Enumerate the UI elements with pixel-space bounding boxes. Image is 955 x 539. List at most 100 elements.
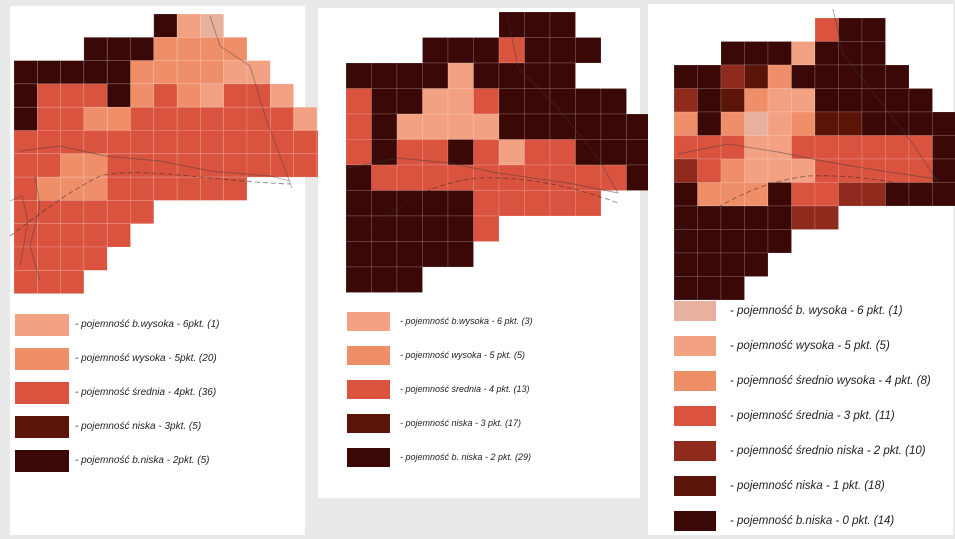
- map-cell: [674, 230, 698, 254]
- map-cell: [14, 84, 37, 107]
- map-cell: [815, 112, 839, 136]
- map-cell: [107, 61, 130, 84]
- map-cell: [474, 191, 500, 217]
- map-cell: [839, 183, 863, 207]
- map-cell: [107, 37, 130, 60]
- map-cell: [397, 216, 423, 242]
- map-cell: [397, 114, 423, 140]
- map-cell: [131, 200, 154, 223]
- legend-label: - pojemność wysoka - 5pkt. (20): [75, 348, 217, 370]
- legend-label: - pojemność b. wysoka - 6 pkt. (1): [730, 301, 903, 321]
- map-cell: [721, 277, 745, 301]
- map-cell: [674, 253, 698, 277]
- map-cell: [448, 191, 474, 217]
- map-cell: [423, 216, 449, 242]
- map-cell: [224, 107, 247, 130]
- map-cell: [474, 114, 500, 140]
- map-cell: [270, 84, 293, 107]
- map-cell: [601, 114, 627, 140]
- map-cell: [768, 89, 792, 113]
- legend-swatch: [15, 382, 69, 404]
- grid-map-right: [648, 4, 953, 294]
- map-cell: [346, 63, 372, 89]
- map-cell: [550, 89, 576, 115]
- map-cell: [674, 206, 698, 230]
- map-cell: [499, 114, 525, 140]
- legend-item: - pojemność wysoka - 5 pkt. (5): [648, 336, 953, 364]
- map-cell: [886, 89, 910, 113]
- map-cell: [499, 191, 525, 217]
- legend-swatch: [674, 476, 716, 496]
- map-cell: [346, 191, 372, 217]
- map-cell: [525, 89, 551, 115]
- map-cell: [270, 131, 293, 154]
- map-cell: [372, 216, 398, 242]
- map-cell: [247, 154, 270, 177]
- map-cell: [550, 38, 576, 64]
- map-cell: [131, 131, 154, 154]
- legend-swatch: [674, 511, 716, 531]
- legend-swatch: [15, 450, 69, 472]
- legend-item: - pojemność wysoka - 5 pkt. (5): [318, 346, 640, 374]
- map-cell: [37, 61, 60, 84]
- map-cell: [601, 165, 627, 191]
- map-cell: [933, 183, 955, 207]
- legend-item: - pojemność b. wysoka - 6 pkt. (1): [648, 301, 953, 329]
- map-cell: [792, 42, 816, 66]
- map-cell: [576, 114, 602, 140]
- grid-map-left: [10, 6, 305, 296]
- legend-item: - pojemność średnia - 4pkt. (36): [10, 382, 305, 410]
- map-cell: [721, 159, 745, 183]
- map-cell: [423, 114, 449, 140]
- map-cell: [294, 107, 317, 130]
- map-cell: [423, 191, 449, 217]
- map-cell: [499, 89, 525, 115]
- map-cell: [721, 183, 745, 207]
- map-cell: [14, 61, 37, 84]
- map-cell: [423, 38, 449, 64]
- legend-label: - pojemność b.niska - 0 pkt. (14): [730, 511, 894, 531]
- legend-label: - pojemność b.wysoka - 6pkt. (1): [75, 314, 220, 336]
- map-cell: [200, 84, 223, 107]
- map-cell: [224, 131, 247, 154]
- map-cell: [372, 165, 398, 191]
- map-cells: [346, 12, 652, 293]
- map-cell: [14, 177, 37, 200]
- map-cell: [107, 200, 130, 223]
- map-cell: [768, 65, 792, 89]
- map-cell: [674, 112, 698, 136]
- map-panel-middle: - pojemność b.wysoka - 6 pkt. (3) - poje…: [318, 8, 640, 498]
- map-cell: [499, 165, 525, 191]
- map-cell: [839, 65, 863, 89]
- map-panel-right: - pojemność b. wysoka - 6 pkt. (1) - poj…: [648, 4, 953, 535]
- map-cell: [576, 140, 602, 166]
- map-cell: [815, 65, 839, 89]
- map-cell: [525, 140, 551, 166]
- map-cell: [37, 154, 60, 177]
- map-cell: [674, 89, 698, 113]
- legend-label: - pojemność niska - 3 pkt. (17): [400, 414, 521, 433]
- map-cell: [423, 242, 449, 268]
- map-cell: [346, 216, 372, 242]
- legend-label: - pojemność średnio niska - 2 pkt. (10): [730, 441, 926, 461]
- map-cell: [550, 140, 576, 166]
- map-cell: [14, 107, 37, 130]
- map-cell: [933, 112, 955, 136]
- map-cell: [61, 224, 84, 247]
- map-cell: [525, 12, 551, 38]
- map-cell: [154, 107, 177, 130]
- map-cell: [397, 89, 423, 115]
- map-cell: [84, 131, 107, 154]
- map-cell: [862, 136, 886, 160]
- map-cell: [792, 183, 816, 207]
- grid-map-middle: [318, 8, 640, 298]
- map-cell: [294, 154, 317, 177]
- map-cell: [224, 61, 247, 84]
- legend-item: - pojemność średnio wysoka - 4 pkt. (8): [648, 371, 953, 399]
- map-cell: [200, 37, 223, 60]
- map-cell: [745, 42, 769, 66]
- map-cell: [792, 206, 816, 230]
- map-cell: [397, 242, 423, 268]
- map-cell: [721, 230, 745, 254]
- map-cell: [61, 61, 84, 84]
